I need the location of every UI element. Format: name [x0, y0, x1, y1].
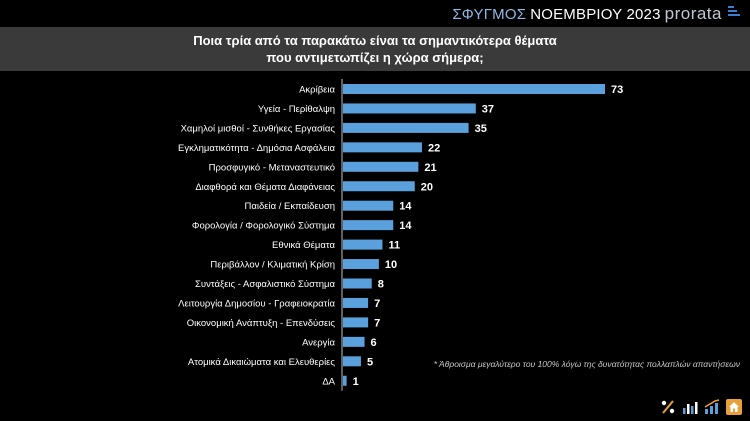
category-label: Φορολογία / Φορολογικό Σύστημα	[192, 221, 336, 232]
bar-value-label: 11	[388, 240, 400, 252]
category-label: Οικονομική Ανάπτυξη - Επενδύσεις	[187, 318, 336, 329]
house-icon	[726, 399, 742, 415]
logo-mark-icon	[728, 5, 740, 19]
category-label: Λειτουργία Δημοσίου - Γραφειοκρατία	[178, 298, 335, 309]
bar	[343, 259, 379, 270]
bar-value-label: 6	[371, 337, 377, 349]
question-title-band: Ποια τρία από τα παρακάτω είναι τα σημαν…	[0, 27, 750, 71]
bar-value-label: 14	[399, 220, 412, 232]
question-title-line-1: Ποια τρία από τα παρακάτω είναι τα σημαν…	[193, 33, 557, 48]
category-label: Ατομικά Δικαιώματα και Ελευθερίες	[188, 357, 336, 368]
survey-name: ΣΦΥΓΜΟΣ	[452, 5, 527, 23]
bar-value-label: 73	[611, 84, 623, 96]
category-label: Περιβάλλον / Κλιματική Κρίση	[210, 260, 335, 271]
bar-value-label: 21	[424, 162, 436, 174]
survey-date: ΝΟΕΜΒΡΙΟΥ 2023	[530, 5, 661, 23]
bar	[343, 336, 365, 347]
bar	[343, 375, 347, 386]
category-label: ΔΑ	[322, 376, 335, 387]
bar-value-label: 37	[482, 103, 494, 115]
bar	[343, 297, 369, 308]
question-title-line-2: που αντιμετωπίζει η χώρα σήμερα;	[266, 50, 484, 65]
bar-value-label: 7	[374, 298, 380, 310]
category-label: Χαμηλοί μισθοί - Συνθήκες Εργασίας	[181, 123, 336, 134]
bar-value-label: 35	[475, 123, 487, 135]
growth-chart-icon	[704, 399, 720, 415]
bar	[343, 239, 383, 250]
bar	[343, 142, 422, 153]
bar	[343, 181, 415, 192]
bar	[343, 161, 419, 172]
bar	[343, 200, 394, 211]
bar	[343, 317, 369, 328]
bar	[343, 278, 372, 289]
footnote: * Άθροισμα μεγαλύτερο του 100% λόγω της …	[433, 359, 740, 369]
bar-chart-icon	[682, 399, 698, 415]
top-bar: ΣΦΥΓΜΟΣ ΝΟΕΜΒΡΙΟΥ 2023 prorata	[0, 0, 750, 27]
bar-value-label: 7	[374, 317, 380, 329]
footer-icons	[660, 399, 742, 415]
category-label: Υγεία - Περίθαλψη	[258, 104, 335, 115]
bar	[343, 356, 361, 367]
bar-value-label: 1	[353, 376, 359, 388]
bar-value-label: 20	[421, 181, 433, 193]
category-label: Εγκληματικότητα - Δημόσια Ασφάλεια	[178, 143, 335, 154]
bar	[343, 103, 476, 114]
bar-value-label: 14	[399, 201, 412, 213]
bar	[343, 220, 394, 231]
prorata-logo: prorata	[664, 3, 722, 23]
brand-header: ΣΦΥΓΜΟΣ ΝΟΕΜΒΡΙΟΥ 2023 prorata	[452, 4, 740, 24]
bar	[343, 84, 605, 94]
bar-value-label: 5	[367, 356, 373, 368]
bar-value-label: 22	[428, 142, 440, 154]
category-label: Προσφυγικό - Μεταναστευτικό	[209, 162, 335, 173]
bar-value-label: 10	[385, 259, 397, 271]
category-label: Παιδεία / Εκπαίδευση	[245, 201, 335, 212]
percent-icon	[660, 399, 676, 415]
horizontal-bar-chart: Ακρίβεια 73 Υγεία - Περίθαλψη 37 Χαμηλοί μισ…	[178, 79, 623, 391]
category-label: Ακρίβεια	[299, 85, 335, 96]
bar-value-label: 8	[378, 279, 384, 291]
bar	[343, 122, 469, 133]
category-label: Εθνικά Θέματα	[272, 240, 335, 251]
category-label: Συντάξεις - Ασφαλιστικό Σύστημα	[195, 279, 335, 290]
category-label: Διαφθορά και Θέματα Διαφάνειας	[195, 182, 335, 193]
category-label: Ανεργία	[302, 337, 335, 348]
